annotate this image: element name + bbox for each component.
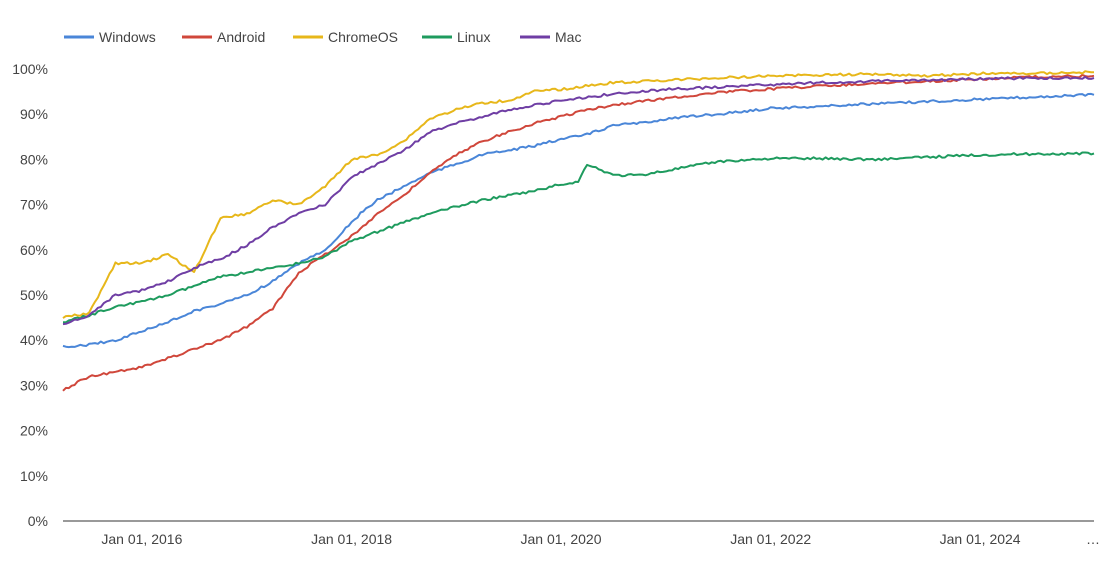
y-tick-label: 100% — [12, 61, 48, 77]
legend-item-android[interactable]: Android — [182, 29, 265, 45]
legend-item-chromeos[interactable]: ChromeOS — [293, 29, 398, 45]
legend-item-linux[interactable]: Linux — [422, 29, 490, 45]
y-tick-label: 90% — [20, 106, 48, 122]
y-tick-label: 50% — [20, 287, 48, 303]
legend-label-windows: Windows — [99, 29, 156, 45]
legend: Windows Android ChromeOS Linux Mac — [64, 29, 581, 45]
series-lines — [62, 70, 1095, 392]
y-tick-label: 0% — [28, 513, 48, 529]
x-tick-label: Jan 01, 2024 — [940, 531, 1021, 547]
y-tick-label: 70% — [20, 197, 48, 213]
y-tick-label: 20% — [20, 423, 48, 439]
series-line-mac — [62, 75, 1095, 326]
y-tick-label: 10% — [20, 468, 48, 484]
legend-label-android: Android — [217, 29, 265, 45]
legend-label-mac: Mac — [555, 29, 581, 45]
series-line-chromeos — [62, 70, 1094, 319]
x-tick-label: Jan 01, 2020 — [521, 531, 602, 547]
y-tick-label: 80% — [20, 151, 48, 167]
legend-label-linux: Linux — [457, 29, 490, 45]
x-axis: Jan 01, 2016 Jan 01, 2018 Jan 01, 2020 Jan … — [63, 520, 1100, 547]
y-axis: 0% 10% 20% 30% 40% 50% 60% 70% 80% 90% 100% — [12, 61, 48, 529]
series-line-android — [62, 73, 1095, 392]
x-tick-label: Jan 01, 2022 — [730, 531, 811, 547]
y-tick-label: 30% — [20, 377, 48, 393]
x-tick-label: Jan 01, 2016 — [101, 531, 182, 547]
series-line-linux — [63, 151, 1095, 324]
y-tick-label: 40% — [20, 332, 48, 348]
x-axis-overflow-label: … — [1086, 531, 1100, 547]
x-tick-label: Jan 01, 2018 — [311, 531, 392, 547]
y-tick-label: 60% — [20, 242, 48, 258]
legend-label-chromeos: ChromeOS — [328, 29, 398, 45]
legend-item-mac[interactable]: Mac — [520, 29, 581, 45]
series-line-windows — [62, 92, 1095, 349]
legend-item-windows[interactable]: Windows — [64, 29, 156, 45]
